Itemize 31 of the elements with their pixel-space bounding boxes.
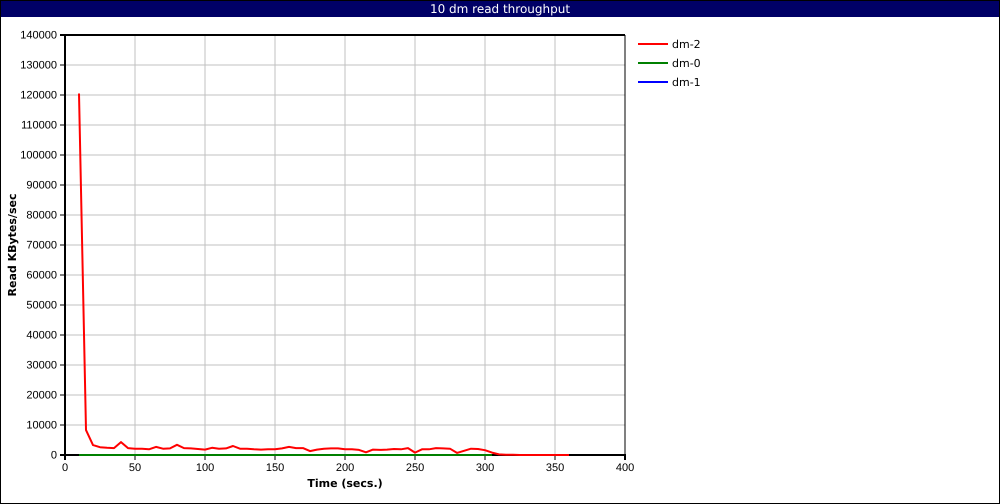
y-tick-label: 140000	[20, 30, 57, 42]
y-tick-label: 40000	[26, 330, 57, 342]
y-tick-label: 120000	[20, 90, 57, 102]
x-tick-label: 200	[336, 462, 354, 474]
y-tick-label: 80000	[26, 210, 57, 222]
y-tick-label: 20000	[26, 390, 57, 402]
x-tick-label: 250	[406, 462, 424, 474]
y-tick-label: 60000	[26, 270, 57, 282]
y-tick-label: 90000	[26, 180, 57, 192]
x-tick-label: 300	[476, 462, 494, 474]
x-axis-title: Time (secs.)	[307, 477, 383, 490]
y-tick-label: 10000	[26, 420, 57, 432]
line-series	[78, 92, 570, 456]
y-tick-label: 0	[50, 450, 57, 462]
legend-label: dm-2	[672, 38, 701, 51]
legend-label: dm-1	[672, 76, 701, 89]
chart-title: 10 dm read throughput	[430, 2, 570, 16]
x-tick-label: 100	[196, 462, 214, 474]
y-tick-label: 110000	[21, 120, 57, 132]
x-tick-label: 400	[616, 462, 634, 474]
x-tick-label: 150	[266, 462, 284, 474]
y-tick-label: 30000	[26, 360, 57, 372]
y-tick-label: 130000	[20, 60, 57, 72]
x-tick-label: 350	[546, 462, 564, 474]
x-tick-label: 0	[62, 462, 68, 474]
y-tick-label: 50000	[26, 300, 57, 312]
legend-label: dm-0	[672, 57, 701, 70]
y-axis-title: Read KBytes/sec	[6, 194, 19, 296]
y-tick-label: 100000	[20, 150, 57, 162]
x-tick-label: 50	[128, 462, 142, 474]
y-tick-label: 70000	[26, 240, 57, 252]
